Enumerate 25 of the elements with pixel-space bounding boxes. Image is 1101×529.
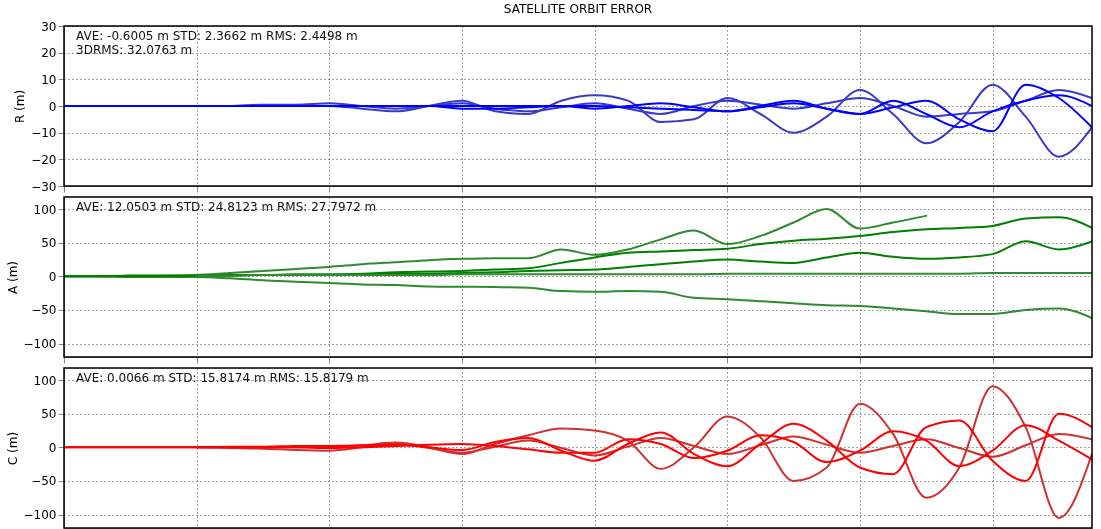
y-tick-label: 30 — [41, 19, 57, 34]
annotation: 3DRMS: 32.0763 m — [76, 43, 193, 57]
annotation: AVE: -0.6005 m STD: 2.3662 m RMS: 2.4498 m — [76, 29, 358, 43]
y-tick-label: −30 — [31, 179, 57, 194]
y-tick-label: −20 — [31, 152, 57, 167]
y-tick-label: 50 — [41, 236, 57, 251]
annotation: AVE: 0.0066 m STD: 15.8174 m RMS: 15.8179 m — [76, 371, 369, 385]
y-tick-label: 20 — [41, 46, 57, 61]
y-tick-label: 50 — [41, 407, 57, 422]
y-tick-label: −100 — [23, 508, 57, 523]
y-tick-label: 0 — [48, 269, 57, 284]
chart-title: SATELLITE ORBIT ERROR — [503, 2, 653, 16]
y-axis-title: C (m) — [5, 431, 20, 466]
y-axis-title: R (m) — [13, 89, 28, 124]
y-tick-label: 100 — [33, 373, 57, 388]
y-axis-title: A (m) — [5, 260, 20, 295]
annotation: AVE: 12.0503 m STD: 24.8123 m RMS: 27.7972 m — [76, 200, 377, 214]
y-tick-label: −10 — [31, 126, 57, 141]
y-tick-label: 100 — [33, 202, 57, 217]
y-tick-label: −50 — [31, 303, 57, 318]
y-tick-label: −50 — [31, 474, 57, 489]
y-tick-label: 10 — [41, 72, 57, 87]
y-tick-label: 0 — [48, 440, 57, 455]
y-tick-label: 0 — [48, 99, 57, 114]
y-tick-label: −100 — [23, 337, 57, 352]
